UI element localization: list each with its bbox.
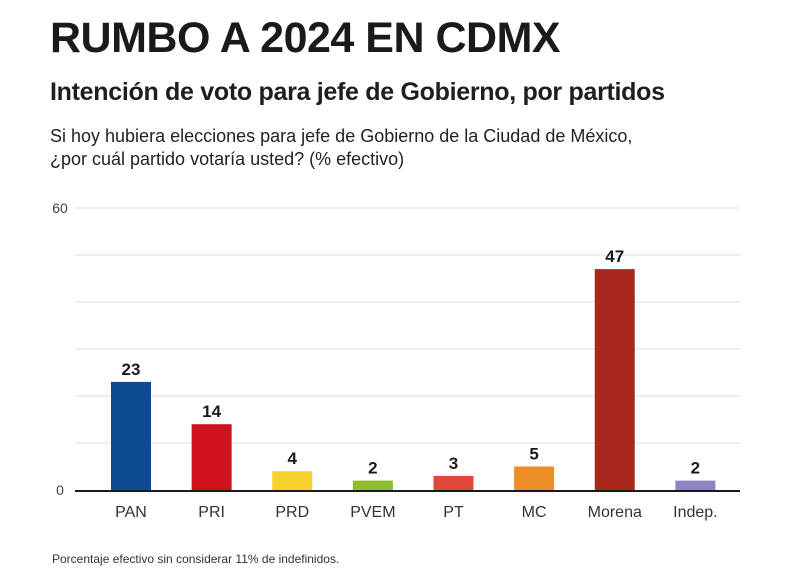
- bar-pt: [433, 475, 474, 490]
- y-tick-label: 60: [52, 200, 68, 216]
- x-axis-categories: PAN PRI PRD PVEM PT MC Morena Indep.: [115, 504, 717, 521]
- footnote: Porcentaje efectivo sin considerar 11% d…: [52, 552, 340, 566]
- bar-prd: [272, 471, 313, 490]
- bar-pri: [191, 424, 232, 490]
- chart-title: RUMBO A 2024 EN CDMX: [50, 14, 561, 62]
- bar-indep: [675, 480, 716, 490]
- data-label: 14: [202, 402, 221, 421]
- data-label: 3: [449, 454, 458, 473]
- y-axis-ticks: 0 60: [52, 200, 68, 498]
- x-category-label: PAN: [115, 504, 147, 521]
- x-category-label: PRI: [198, 504, 225, 521]
- data-label: 47: [605, 247, 624, 266]
- data-label: 4: [288, 449, 298, 468]
- gridlines: [75, 207, 740, 444]
- bars: [111, 269, 716, 490]
- survey-question-line-2: ¿por cuál partido votaría usted? (% efec…: [50, 149, 405, 169]
- x-category-label: MC: [522, 504, 547, 521]
- bar-pan: [111, 381, 151, 490]
- data-label: 2: [691, 459, 700, 478]
- bar-mc: [514, 466, 555, 490]
- chart-subtitle: Intención de voto para jefe de Gobierno,…: [50, 78, 665, 106]
- data-label: 5: [529, 445, 538, 464]
- data-label: 23: [122, 360, 141, 379]
- y-tick-label: 0: [56, 482, 64, 498]
- x-category-label: Indep.: [673, 504, 717, 521]
- bar-pvem: [352, 480, 393, 490]
- survey-question-line-1: Si hoy hubiera elecciones para jefe de G…: [50, 126, 633, 146]
- bar-morena: [594, 269, 635, 490]
- x-category-label: PVEM: [350, 504, 395, 521]
- x-category-label: Morena: [588, 504, 642, 521]
- data-label: 2: [368, 459, 377, 478]
- x-category-label: PRD: [275, 504, 309, 521]
- x-category-label: PT: [443, 504, 464, 521]
- survey-question: Si hoy hubiera elecciones para jefe de G…: [50, 125, 632, 171]
